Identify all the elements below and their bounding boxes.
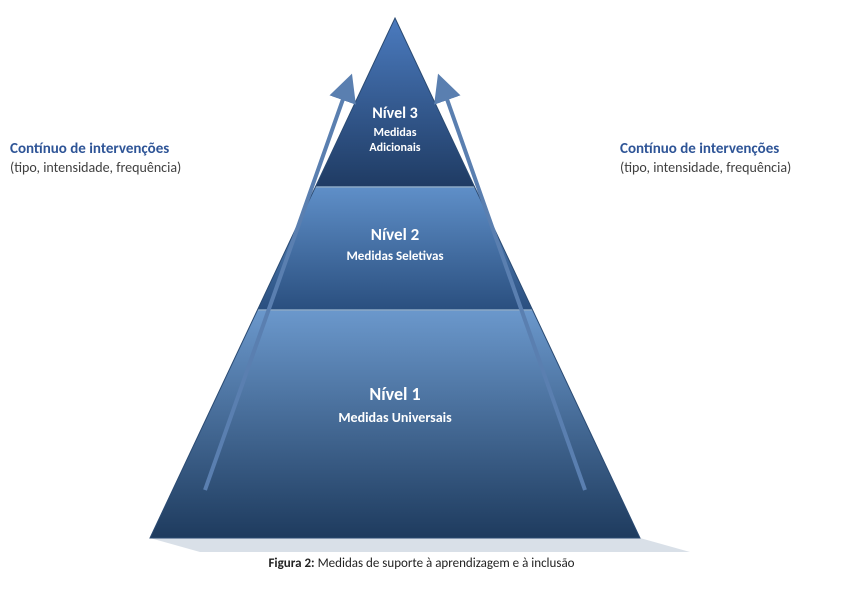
- tier3-subtitle-line1: Medidas: [373, 126, 416, 140]
- pyramid-svg: Nível 3 Medidas Adicionais Nível 2 Medid…: [0, 0, 843, 560]
- figure-caption: Figura 2: Medidas de suporte à aprendiza…: [0, 556, 843, 571]
- figure-caption-text: Medidas de suporte à aprendizagem e à in…: [315, 556, 575, 571]
- diagram-stage: Nível 3 Medidas Adicionais Nível 2 Medid…: [0, 0, 843, 590]
- side-label-left-line1: Contínuo de intervenções: [10, 140, 220, 159]
- tier2-title: Nível 2: [371, 224, 420, 245]
- side-label-left: Contínuo de intervenções (tipo, intensid…: [10, 140, 220, 176]
- side-label-right-line1: Contínuo de intervenções: [620, 140, 830, 159]
- side-label-right: Contínuo de intervenções (tipo, intensid…: [620, 140, 830, 176]
- side-label-left-line2: (tipo, intensidade, frequência): [10, 159, 220, 177]
- figure-caption-prefix: Figura 2:: [268, 556, 314, 571]
- pyramid-tier-top: [315, 18, 474, 187]
- tier1-subtitle: Medidas Universais: [338, 409, 452, 426]
- tier2-subtitle: Medidas Seletivas: [346, 249, 443, 264]
- pyramid-shadow: [150, 538, 690, 552]
- tier3-title: Nível 3: [372, 104, 418, 123]
- side-label-right-line2: (tipo, intensidade, frequência): [620, 159, 830, 177]
- tier1-title: Nível 1: [369, 383, 420, 405]
- tier3-subtitle-line2: Adicionais: [369, 141, 420, 155]
